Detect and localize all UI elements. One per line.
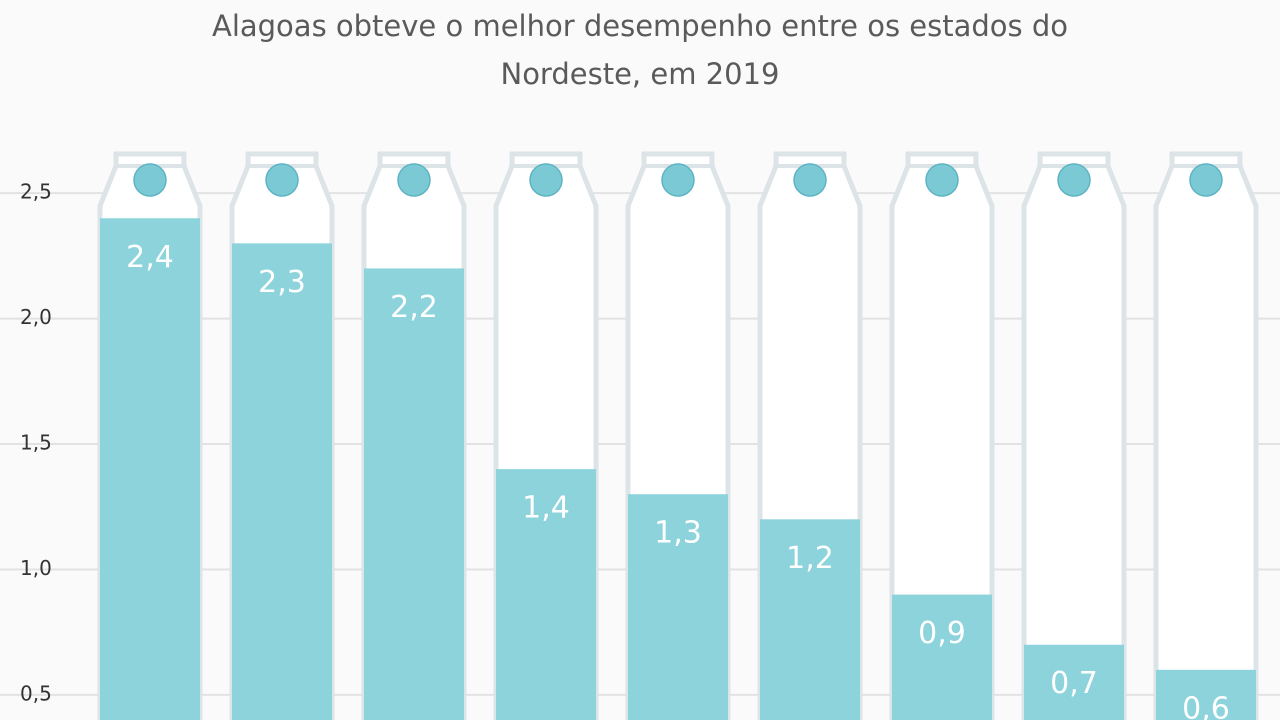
y-tick-label: 2,0 xyxy=(20,305,52,329)
bar xyxy=(100,218,200,720)
value-label: 1,3 xyxy=(654,516,702,551)
carton xyxy=(1153,151,1259,720)
bar xyxy=(232,243,332,720)
y-tick-label: 1,5 xyxy=(20,431,52,455)
value-label: 1,4 xyxy=(522,491,570,526)
value-label: 0,9 xyxy=(918,616,966,651)
y-tick-label: 0,5 xyxy=(20,681,52,705)
carton-cap xyxy=(925,163,959,197)
chart-title: Alagoas obteve o melhor desempenho entre… xyxy=(211,9,1069,91)
carton-cap xyxy=(133,163,167,197)
carton xyxy=(1021,151,1127,720)
y-tick-label: 2,5 xyxy=(20,180,52,204)
bar xyxy=(892,594,992,720)
bar xyxy=(628,494,728,720)
carton-cap xyxy=(1057,163,1091,197)
carton-cap xyxy=(397,163,431,197)
carton-cap xyxy=(793,163,827,197)
value-label: 2,4 xyxy=(126,240,174,275)
bar xyxy=(1156,669,1256,720)
carton-cap xyxy=(1189,163,1223,197)
bar xyxy=(760,519,860,720)
value-label: 1,2 xyxy=(786,541,834,576)
value-label: 0,7 xyxy=(1050,666,1098,701)
carton xyxy=(889,151,995,720)
bar xyxy=(364,268,464,720)
value-label: 0,6 xyxy=(1182,691,1230,720)
y-tick-label: 1,0 xyxy=(20,556,52,580)
bar xyxy=(496,469,596,720)
carton-cap xyxy=(265,163,299,197)
carton-cap xyxy=(661,163,695,197)
value-label: 2,2 xyxy=(390,290,438,325)
carton-cap xyxy=(529,163,563,197)
bar xyxy=(1024,644,1124,720)
value-label: 2,3 xyxy=(258,265,306,300)
